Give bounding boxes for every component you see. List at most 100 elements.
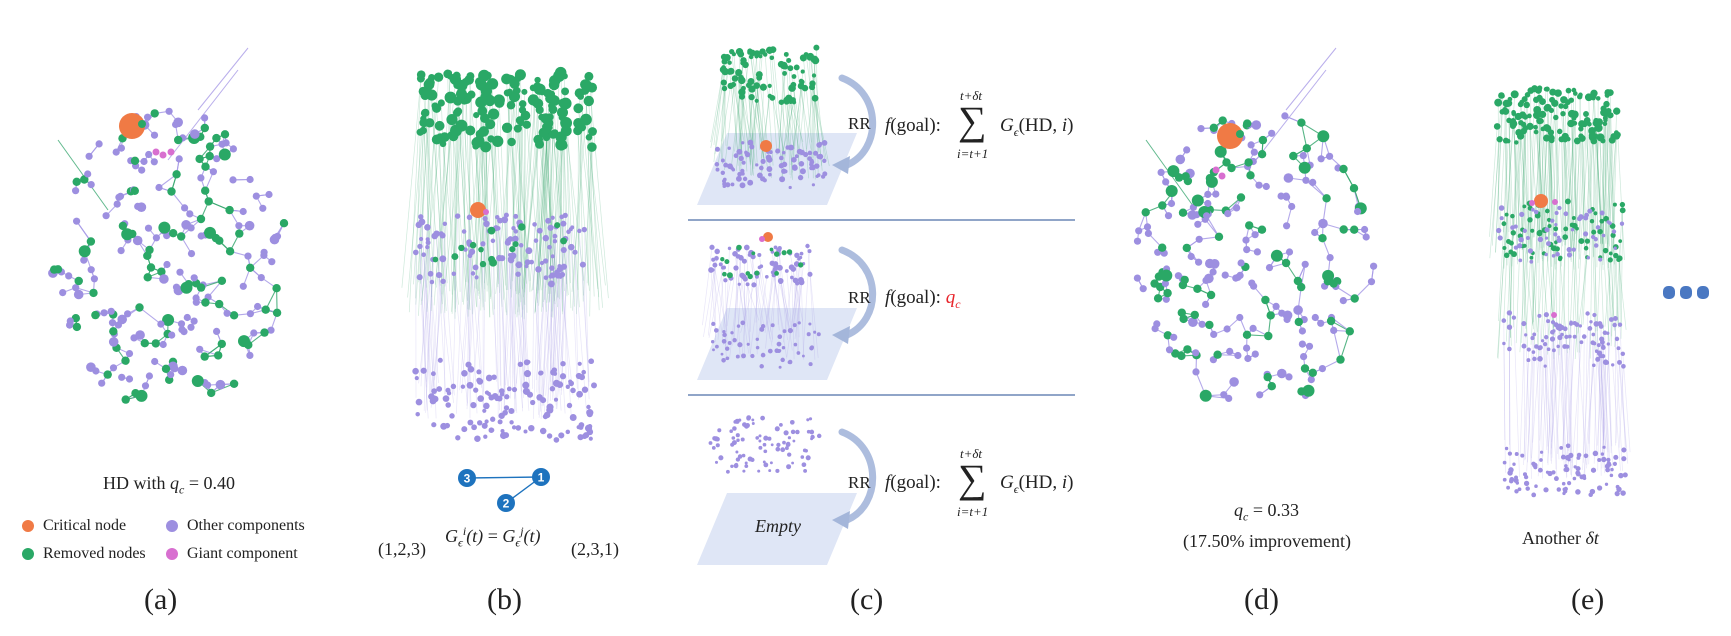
- panel-c-row1-bottom-node: [762, 178, 767, 183]
- panel-b-link: [465, 249, 472, 405]
- panel-c-row2-bottom-node: [712, 348, 715, 352]
- panel-c-row1-bottom-node: [739, 182, 746, 189]
- panel-e-top-node: [1578, 133, 1584, 139]
- panel-c-row2-critical-node: [763, 232, 773, 242]
- panel-a-other-node: [150, 158, 158, 166]
- panel-e-mid-removed-node: [1609, 223, 1616, 229]
- panel-e-mid-removed-node: [1536, 230, 1543, 237]
- panel-c-row1-bottom-node: [791, 156, 797, 163]
- panel-d-other-node: [1234, 351, 1242, 360]
- panel-e-link: [1568, 225, 1576, 350]
- panel-c-sum-lower-1: i=t+1: [957, 146, 989, 161]
- panel-d-other-node: [1311, 228, 1319, 237]
- panel-b-link: [431, 95, 446, 313]
- panel-e-lower-node: [1565, 344, 1570, 349]
- panel-c-sum-sign-3: ∑: [958, 456, 987, 501]
- panel-a-removed-node: [184, 280, 193, 289]
- panel-e-lower-node: [1579, 340, 1584, 345]
- panel-e-link: [1597, 352, 1601, 471]
- panel-e-lower-node: [1557, 334, 1563, 341]
- panel-a-other-node: [167, 371, 175, 379]
- panel-a-removed-node: [121, 356, 130, 365]
- panel-e-top-node: [1498, 92, 1505, 99]
- panel-e-link: [1614, 324, 1623, 471]
- panel-e-top-node: [1507, 96, 1513, 102]
- panel-a-removed-node: [151, 339, 160, 348]
- panel-a-giant-node: [167, 148, 175, 156]
- panel-e-link: [1564, 328, 1572, 477]
- panel-e-lower-node: [1595, 356, 1601, 362]
- panel-e-link: [1504, 109, 1509, 245]
- panel-b-bottom-node: [578, 373, 586, 381]
- panel-b-link: [552, 236, 556, 390]
- panel-e-link: [1601, 362, 1607, 469]
- panel-d-removed-node: [1178, 208, 1188, 217]
- panel-b-mid-node: [412, 249, 419, 256]
- panel-e-mid-other-node: [1517, 243, 1523, 249]
- panel-e-bottom-node: [1579, 474, 1585, 480]
- panel-b-link: [520, 139, 539, 303]
- panel-e-lower-node: [1608, 317, 1614, 322]
- panel-c-row2-top-node: [739, 272, 745, 279]
- panel-c-row2-bottom-node: [760, 352, 766, 358]
- panel-b-bottom-node: [483, 402, 490, 410]
- panel-c-row2-removed-node: [754, 270, 760, 276]
- panel-d-other-node: [1309, 178, 1317, 186]
- panel-b-mid-removed-node: [487, 226, 496, 235]
- panel-e-link: [1615, 246, 1619, 326]
- panel-b-top-node: [558, 114, 566, 122]
- panel-c-row1-top-node: [803, 52, 809, 57]
- panel-e-top-node: [1509, 119, 1518, 128]
- panel-a-qc-value: = 0.40: [184, 473, 235, 493]
- panel-c-row1-top-node: [747, 78, 755, 85]
- panel-b-mid-removed-node: [458, 244, 465, 252]
- panel-b-bottom-node: [445, 387, 451, 393]
- panel-b-bottom-node: [539, 427, 547, 435]
- panel-d-removed-node: [1168, 188, 1177, 197]
- panel-c-row3-top-node: [791, 461, 795, 465]
- panel-e-link: [1529, 115, 1534, 259]
- panel-c-row3-top-node: [800, 455, 805, 459]
- panel-e-link: [1574, 241, 1582, 360]
- panel-a-removed-node: [130, 156, 140, 165]
- panel-b-mid-node: [415, 221, 423, 229]
- panel-b-badge-text-3: 3: [464, 472, 471, 486]
- panel-b-link: [425, 281, 433, 388]
- panel-e-link: [1497, 102, 1500, 238]
- panel-c-row2-link: [771, 266, 777, 343]
- panel-e-mid-other-node: [1611, 229, 1617, 234]
- panel-b-link: [434, 258, 444, 381]
- panel-c-row2-link: [726, 249, 739, 327]
- panel-b-top-node: [506, 88, 514, 96]
- panel-a-other-node: [85, 152, 93, 160]
- panel-d-other-node: [1283, 173, 1294, 183]
- panel-e-link: [1605, 120, 1613, 256]
- panel-e-mid-removed-node: [1602, 247, 1609, 254]
- panel-c-row1-top-node: [767, 93, 773, 99]
- panel-e-mid-other-node: [1619, 221, 1625, 226]
- panel-e-link: [1524, 99, 1528, 235]
- panel-e-link: [1602, 356, 1605, 469]
- panel-c-row2-bottom-node: [797, 321, 801, 325]
- decoration-layer: 123: [458, 74, 1709, 529]
- panel-e-link: [1522, 246, 1526, 329]
- panel-a-removed-node: [135, 389, 148, 402]
- panel-c-row3-top-node: [763, 449, 768, 454]
- panel-e-link: [1602, 115, 1611, 245]
- panel-a-giant-node: [159, 151, 167, 159]
- panel-e-link: [1495, 96, 1503, 253]
- panel-b-link: [518, 103, 536, 316]
- panel-e-mid-other-node: [1556, 237, 1562, 243]
- panel-e-link: [1586, 343, 1595, 469]
- panel-e-lower-node: [1604, 360, 1610, 365]
- panel-b-link: [507, 222, 520, 395]
- panel-e-lower-node: [1616, 346, 1621, 351]
- panel-e-lower-node: [1556, 344, 1560, 349]
- panel-e-link: [1541, 253, 1545, 342]
- panel-c-row2-bottom-node: [781, 346, 786, 350]
- panel-e-mid-other-node: [1525, 235, 1530, 241]
- panel-b-link: [526, 124, 542, 291]
- panel-b-mid-node: [568, 243, 575, 251]
- panel-b-bottom-node: [553, 437, 560, 443]
- panel-d-other-node: [1301, 260, 1309, 268]
